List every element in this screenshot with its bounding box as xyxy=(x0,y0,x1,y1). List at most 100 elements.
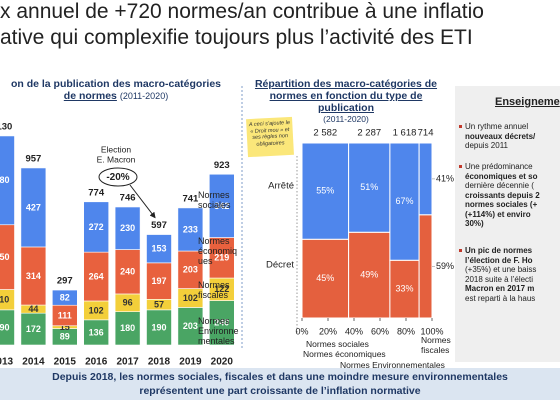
bar-segment xyxy=(114,206,141,250)
note: A ceci s’ajoute le « Droit mou » et ses … xyxy=(248,119,291,148)
data-label: 153 xyxy=(151,244,166,254)
data-label: 172 xyxy=(26,324,41,334)
panel-title: Enseigneme xyxy=(495,96,560,108)
chart-title-line: de normes xyxy=(63,90,117,102)
bar-segment xyxy=(146,234,172,264)
data-label: 264 xyxy=(89,271,104,281)
data-label: 350 xyxy=(0,252,10,262)
chart-title: on de la publication des macro-catégorie… xyxy=(0,78,232,102)
mekko-segment xyxy=(348,142,391,233)
footer-line: représentent une part croissante de l’in… xyxy=(139,385,421,397)
category-label: Normes Environnementales xyxy=(340,360,445,370)
panel-line: dernière décennie ( xyxy=(465,181,534,190)
data-label: 122 xyxy=(214,284,229,294)
data-label: 180 xyxy=(120,323,135,333)
bar-segment xyxy=(177,207,204,252)
bar-segment xyxy=(177,250,204,289)
x-tick-label: 0% xyxy=(295,326,308,336)
x-tick-label: 2020 xyxy=(211,357,234,368)
chart-title-line: on de la publication des macro-catégorie… xyxy=(10,78,222,90)
x-tick-label: 100% xyxy=(420,326,443,336)
bar-segment xyxy=(114,311,141,346)
data-label: 427 xyxy=(26,202,41,212)
data-label: 219 xyxy=(214,253,229,263)
bar-segment xyxy=(209,173,235,238)
category-label: Normes sociales xyxy=(306,339,369,349)
data-label: 136 xyxy=(89,327,104,337)
data-label: 190 xyxy=(151,322,166,332)
data-label: 233 xyxy=(183,224,198,234)
width-label: 1 618 xyxy=(393,128,417,139)
sticky-note xyxy=(246,116,294,158)
x-tick-label: 2013 xyxy=(0,357,14,368)
legend-entry: Normes économiques xyxy=(198,236,238,266)
data-label: 96 xyxy=(123,298,133,308)
header-line: ative qui complexifie toujours plus l’ac… xyxy=(0,26,473,49)
data-label: 44 xyxy=(28,304,38,314)
data-label: 480 xyxy=(0,175,10,185)
panel-line: (+114%) et enviro xyxy=(465,209,531,219)
mekko-segment xyxy=(389,142,420,261)
data-label: 33% xyxy=(395,284,413,294)
x-tick-label: 2018 xyxy=(148,357,171,368)
header-line: x annuel de +720 normes/an contribue à u… xyxy=(0,0,484,23)
bar-segment xyxy=(146,309,172,346)
total-label: 957 xyxy=(25,153,41,164)
legend-entry: Normes sociales xyxy=(198,190,231,210)
data-label: 102 xyxy=(89,305,104,315)
width-label: 2 582 xyxy=(313,128,337,139)
data-label: 89 xyxy=(60,332,70,342)
data-label: 203 xyxy=(183,265,198,275)
bar-segment xyxy=(83,319,109,346)
panel-line: 30%) xyxy=(465,219,484,228)
data-label: 197 xyxy=(151,276,166,286)
panel: Enseigneme Un rythme annuel nouveaux décr… xyxy=(455,86,560,362)
panel-line: croissants depuis 2 xyxy=(465,190,540,200)
panel-line: (+35%) et une baiss xyxy=(465,265,537,274)
panel-line: est reparti à la haus xyxy=(465,293,536,303)
total-label: 774 xyxy=(88,187,105,198)
data-label: 51% xyxy=(360,182,378,192)
row-label: Arrêté xyxy=(268,181,294,192)
data-label: 49% xyxy=(360,270,378,280)
x-tick-label: 2014 xyxy=(22,357,45,368)
panel-line: l’élection de F. Ho xyxy=(465,255,533,265)
data-label: 15 xyxy=(60,322,70,332)
width-label: 2 287 xyxy=(357,128,381,139)
data-label: 314 xyxy=(26,271,41,281)
panel-line: depuis 2011 xyxy=(465,141,508,150)
data-label: 45% xyxy=(316,273,334,283)
panel-line: 2018 suite à l’électi xyxy=(465,274,534,284)
panel-line: nouveaux décrets/ xyxy=(465,131,536,141)
mekko-segment xyxy=(418,214,433,319)
panel-line: Un rythme annuel xyxy=(465,122,529,131)
data-label: 41% xyxy=(436,173,454,183)
panel-line: normes sociales (+ xyxy=(465,200,538,209)
panel-line: Un pic de normes xyxy=(465,246,533,255)
total-label: 597 xyxy=(151,220,167,231)
mekko-segment xyxy=(389,259,420,319)
bar-segment xyxy=(0,135,15,226)
panel-line: Macron en 2017 m xyxy=(465,284,535,293)
footer: Depuis 2018, les normes sociales, fiscal… xyxy=(0,368,560,400)
bar-segment xyxy=(51,289,78,306)
bar-segment xyxy=(177,307,204,346)
bar-segment xyxy=(83,251,109,302)
mekko-segment xyxy=(301,238,350,319)
annotation-ellipse xyxy=(98,167,138,187)
bar-segment xyxy=(20,246,47,306)
x-tick-label: 2015 xyxy=(54,357,77,368)
bullet-marker xyxy=(459,165,462,168)
annotation-arrow xyxy=(129,184,156,219)
legend-entry: Normes Environnementales xyxy=(198,316,239,346)
bullet-marker xyxy=(459,249,462,252)
annotation: -20% xyxy=(106,172,129,183)
width-label: 714 xyxy=(418,128,434,139)
total-label: 923 xyxy=(214,160,230,171)
annotation: Election xyxy=(101,144,132,154)
legend-entry: Normes fiscales xyxy=(198,280,230,300)
data-label: 55% xyxy=(316,186,334,196)
data-label: 111 xyxy=(58,310,72,320)
